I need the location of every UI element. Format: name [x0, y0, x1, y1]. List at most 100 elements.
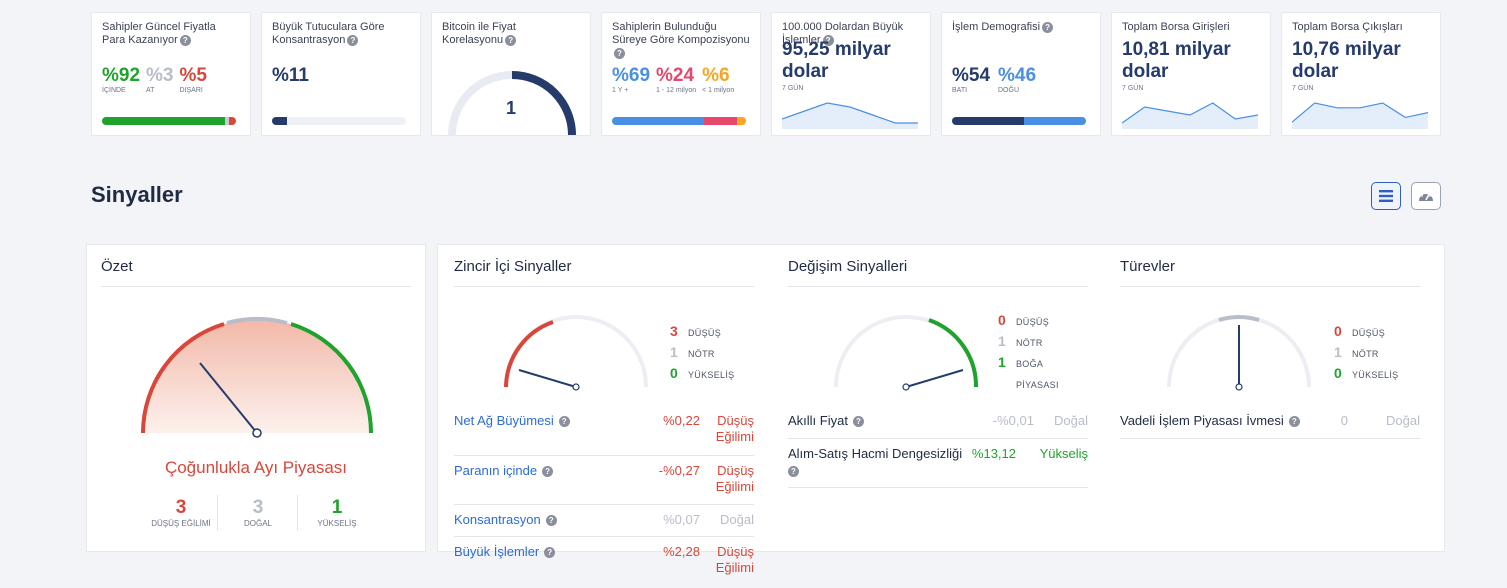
card-inflows: Toplam Borsa Girişleri 10,81 milyar dola… — [1111, 12, 1271, 136]
derivatives-neutral-count: 1 — [1334, 344, 1342, 360]
exchange-neutral-count: 1 — [998, 333, 1006, 349]
signal-name-link[interactable]: Büyük İşlemler — [454, 544, 540, 559]
signal-name: Akıllı Fiyat — [788, 413, 848, 428]
onchain-row[interactable]: Büyük İşlemler? %2,28 Düşüş Eğilimi — [454, 544, 754, 575]
gauge-view-button[interactable] — [1411, 182, 1441, 210]
signal-value: %0,07 — [663, 512, 700, 527]
inflows-value: 10,81 milyar dolar — [1122, 39, 1231, 82]
composition-mid-label: 1 - 12 milyon — [656, 87, 697, 94]
card-title: 100.000 Dolardan Büyük İşlemler — [782, 21, 904, 46]
signal-value: -%0,27 — [658, 463, 700, 478]
exchange-bull-count: 1 — [998, 354, 1006, 370]
sparkline-area — [1292, 103, 1428, 129]
help-icon[interactable]: ? — [852, 416, 864, 428]
card-correlation: Bitcoin ile Fiyat Korelasyonu? 1 — [431, 12, 591, 136]
derivatives-title: Türevler — [1120, 258, 1176, 275]
demographics-bar — [952, 117, 1086, 125]
signal-name-link[interactable]: Net Ağ Büyümesi — [454, 413, 554, 428]
signal-name: Alım-Satış Hacmi Dengesizliği — [788, 446, 963, 461]
help-icon[interactable]: ? — [347, 34, 359, 46]
signal-value: -%0,01 — [992, 413, 1034, 428]
onchain-neutral-count: 1 — [670, 344, 678, 360]
signal-state: Yükseliş — [1039, 446, 1088, 461]
speedometer-icon — [1419, 192, 1433, 201]
at-money-value: %3 — [146, 65, 174, 86]
summary-gauge — [141, 317, 374, 438]
composition-short-label: < 1 milyon — [702, 87, 735, 94]
list-icon — [1379, 190, 1393, 202]
outflows-period: 7 GÜN — [1292, 85, 1314, 92]
help-icon[interactable]: ? — [1042, 21, 1054, 33]
derivatives-neutral-label: NÖTR — [1352, 349, 1379, 359]
concentration-bar — [272, 117, 406, 125]
sparkline-line — [1122, 102, 1258, 124]
outflows-sparkline — [1292, 102, 1428, 129]
card-title: Büyük Tutuculara Göre Konsantrasyon — [272, 21, 385, 46]
help-icon[interactable]: ? — [558, 416, 570, 428]
onchain-bear-count: 3 — [670, 323, 678, 339]
onchain-row[interactable]: Net Ağ Büyümesi? %0,22 Düşüş Eğilimi — [454, 413, 754, 453]
outflows-value: 10,76 milyar dolar — [1292, 39, 1401, 82]
exchange-bull-label: BOĞA PİYASASI — [1016, 359, 1059, 390]
summary-neutral-label: DOĞAL — [243, 519, 272, 528]
onchain-row[interactable]: Paranın içinde? -%0,27 Düşüş Eğilimi — [454, 463, 754, 503]
concentration-value: %11 — [272, 65, 309, 86]
help-icon[interactable]: ? — [544, 547, 556, 559]
composition-bar — [612, 117, 746, 125]
help-icon[interactable]: ? — [614, 47, 625, 59]
exchange-row[interactable]: Alım-Satış Hacmi Dengesizliği? %13,12 Yü… — [788, 446, 1088, 486]
out-money-label: DIŞARI — [179, 87, 203, 94]
derivatives-bear-count: 0 — [1334, 323, 1342, 339]
sparkline-line — [1292, 102, 1428, 123]
card-title: Toplam Borsa Çıkışları — [1292, 21, 1403, 33]
sparkline-line — [782, 102, 918, 124]
sparkline-area — [1122, 103, 1258, 129]
exchange-row[interactable]: Akıllı Fiyat? -%0,01 Doğal — [788, 413, 1088, 437]
onchain-bull-count: 0 — [670, 365, 678, 381]
summary-bull-label: YÜKSELİŞ — [317, 519, 357, 528]
signal-name: Vadeli İşlem Piyasası İvmesi — [1120, 413, 1284, 428]
help-icon[interactable]: ? — [505, 34, 517, 46]
summary-bear-label: DÜŞÜŞ EĞİLİMİ — [151, 519, 211, 528]
card-title: Sahipler Güncel Fiyatla Para Kazanıyor — [102, 21, 216, 46]
composition-short-value: %6 — [702, 65, 730, 86]
help-icon[interactable]: ? — [1288, 416, 1300, 428]
large-tx-period: 7 GÜN — [782, 85, 804, 92]
signal-name-link[interactable]: Konsantrasyon — [454, 512, 541, 527]
summary-title: Özet — [101, 258, 133, 275]
derivatives-row[interactable]: Vadeli İşlem Piyasası İvmesi? 0 Doğal — [1120, 413, 1420, 437]
card-outflows: Toplam Borsa Çıkışları 10,76 milyar dola… — [1281, 12, 1441, 136]
help-icon[interactable]: ? — [822, 34, 834, 46]
card-title: Toplam Borsa Girişleri — [1122, 21, 1230, 33]
help-icon[interactable]: ? — [179, 34, 191, 46]
signal-value: 0 — [1340, 413, 1348, 428]
signal-state: Doğal — [720, 512, 754, 527]
help-icon[interactable]: ? — [788, 466, 799, 478]
exchange-neutral-label: NÖTR — [1016, 338, 1043, 348]
correlation-value: 1 — [505, 98, 516, 118]
signal-state: Düşüş Eğilimi — [715, 544, 754, 575]
summary-panel: Özet Çoğunlukla Ayı Piyasası 3 DÜŞÜŞ EĞİ… — [86, 244, 426, 552]
correlation-gauge — [448, 71, 576, 136]
at-money-label: AT — [146, 87, 155, 94]
summary-verdict: Çoğunlukla Ayı Piyasası — [164, 458, 348, 477]
signal-value: %0,22 — [663, 413, 700, 428]
in-money-label: İÇİNDE — [102, 87, 126, 94]
exchange-title: Değişim Sinyalleri — [788, 258, 908, 275]
signal-value: %13,12 — [971, 446, 1016, 461]
card-title: Bitcoin ile Fiyat Korelasyonu — [442, 21, 516, 46]
signal-state: Düşüş Eğilimi — [715, 463, 754, 494]
out-money-value: %5 — [179, 65, 207, 86]
list-view-button[interactable] — [1371, 182, 1401, 210]
help-icon[interactable]: ? — [542, 466, 554, 478]
onchain-bear-label: DÜŞÜŞ — [688, 328, 722, 338]
derivatives-gauge — [1167, 315, 1311, 391]
onchain-row[interactable]: Konsantrasyon? %0,07 Doğal — [454, 512, 754, 536]
onchain-bull-label: YÜKSELİŞ — [688, 370, 735, 380]
help-icon[interactable]: ? — [545, 515, 557, 527]
section-title: Sinyaller — [91, 182, 183, 207]
in-money-value: %92 — [102, 65, 141, 86]
signal-state: Doğal — [1054, 413, 1088, 428]
derivatives-bull-label: YÜKSELİŞ — [1352, 370, 1399, 380]
signal-name-link[interactable]: Paranın içinde — [454, 463, 538, 478]
